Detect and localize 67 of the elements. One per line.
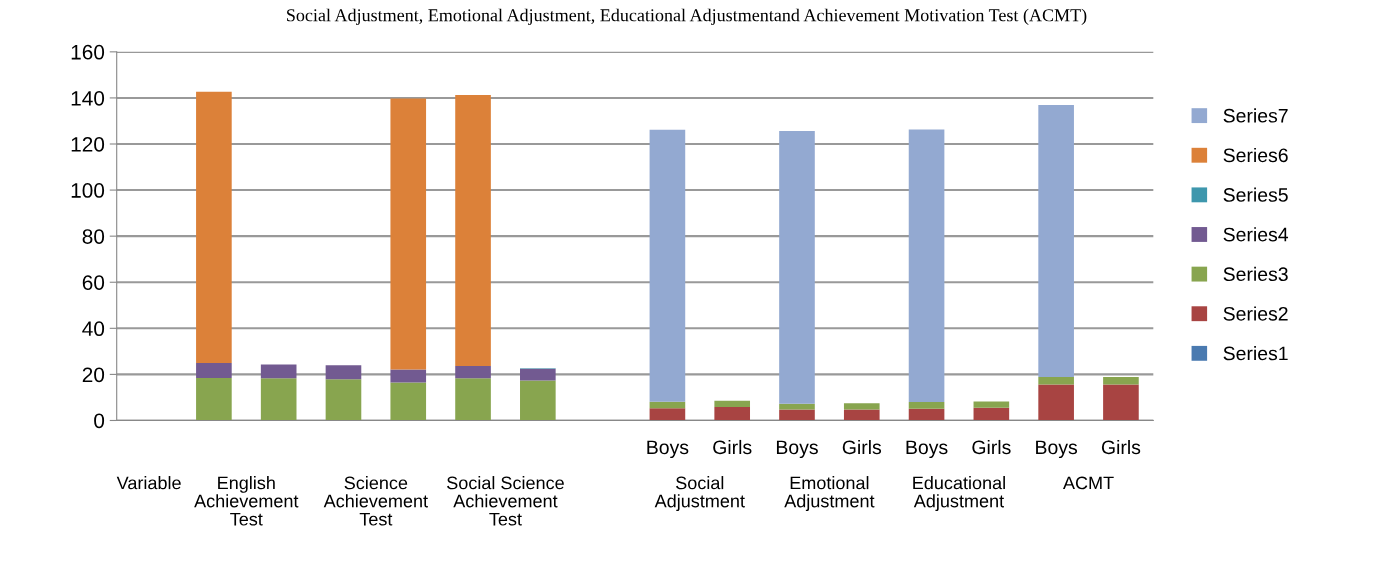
- bar: [973, 407, 1010, 421]
- bar: [390, 98, 427, 370]
- bar: [1038, 376, 1074, 385]
- bar: [843, 403, 880, 410]
- x-tick-label: Boys: [647, 440, 689, 459]
- x-tick-label: Girls: [713, 439, 752, 455]
- bar: [779, 409, 815, 421]
- x-tick-label: Boys: [776, 440, 818, 459]
- legend-label: Series2: [1223, 306, 1288, 321]
- bar: [714, 400, 751, 408]
- bar: [455, 378, 491, 421]
- x-tick-label: Girls: [972, 439, 1011, 455]
- y-tick-label: 40: [82, 321, 105, 337]
- bar: [325, 365, 362, 380]
- bar: [260, 378, 297, 421]
- x-tick-label: Boys: [1036, 440, 1078, 459]
- bar: [973, 401, 1010, 408]
- bar: [390, 369, 427, 383]
- bar: [908, 408, 945, 421]
- x-tick-label: Girls: [1101, 439, 1141, 455]
- bar: [908, 402, 945, 409]
- bar: [520, 380, 556, 421]
- x-tick-label: Boys: [906, 440, 948, 459]
- bar: [455, 366, 491, 379]
- bar: [196, 91, 232, 363]
- bar: [1103, 376, 1139, 385]
- x-tick-label: Girls: [842, 439, 882, 455]
- y-tick-label: 0: [94, 413, 105, 429]
- bar: [196, 362, 232, 379]
- text: Science Achievement Test: [323, 476, 428, 526]
- bar: [843, 409, 880, 421]
- y-tick-label: 100: [71, 183, 105, 198]
- bar: [1038, 105, 1074, 377]
- y-tick-label: 120: [71, 137, 105, 152]
- bar: [1103, 384, 1139, 421]
- y-tick-label: 140: [71, 90, 105, 106]
- bar: [196, 378, 232, 421]
- bar: [455, 94, 491, 367]
- bar: [779, 131, 815, 404]
- bar: [260, 364, 297, 379]
- text: ACMT: [1062, 476, 1114, 490]
- bar: [649, 408, 686, 421]
- y-tick-label: 160: [71, 44, 105, 60]
- legend-label: Series1: [1223, 346, 1288, 361]
- bar: [390, 382, 427, 421]
- text: English Achievement Test: [194, 476, 299, 526]
- bar: [908, 129, 945, 403]
- text: Variable: [116, 476, 181, 490]
- text: Social Adjustment: [654, 476, 745, 512]
- text: Social Science Achievement Test: [447, 476, 564, 526]
- legend-label: Series5: [1223, 187, 1288, 202]
- bar: [649, 129, 686, 402]
- text: Emotional Adjustment: [784, 476, 875, 512]
- legend-label: Series4: [1223, 227, 1289, 242]
- bar: [714, 407, 751, 421]
- legend-label: Series6: [1223, 147, 1288, 163]
- y-tick-label: 80: [82, 229, 105, 244]
- bar: [325, 379, 362, 421]
- bar: [1038, 384, 1074, 421]
- y-tick-label: 20: [82, 367, 105, 383]
- y-tick-label: 60: [82, 275, 105, 290]
- legend-label: Series7: [1223, 108, 1288, 123]
- chart-title: Social Adjustment, Emotional Adjustment, Educational Adjustmentand Achievement Motivation Test (ACMT): [287, 8, 1087, 26]
- legend-label: Series3: [1223, 266, 1288, 282]
- bar: [520, 368, 556, 381]
- bar: [649, 401, 686, 409]
- text: Educational Adjustment: [913, 476, 1005, 512]
